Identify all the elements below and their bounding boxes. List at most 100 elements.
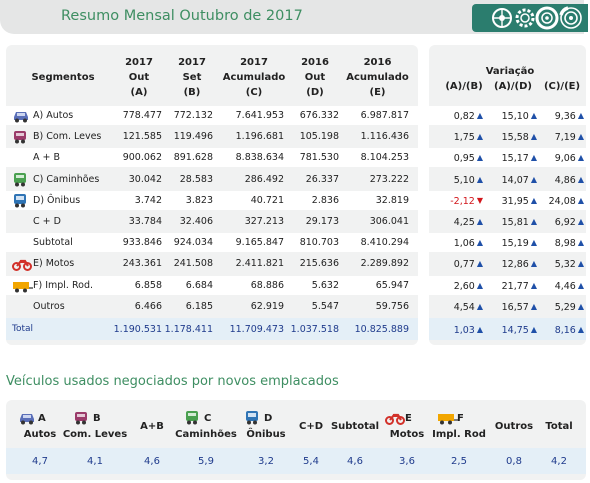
arrow-up-icon: ▲ bbox=[577, 217, 584, 226]
row-stripe bbox=[6, 191, 418, 210]
value-cell: 2.836 bbox=[311, 195, 339, 206]
gear-icon bbox=[515, 8, 535, 28]
variation-value: 4,86 bbox=[554, 175, 576, 186]
used-column-name: Subtotal bbox=[330, 421, 380, 432]
used-column-name: C+D bbox=[298, 421, 324, 432]
row-label: F) Impl. Rod. bbox=[33, 280, 93, 291]
value-cell: 243.361 bbox=[122, 258, 162, 269]
wheel-icon bbox=[492, 8, 512, 28]
variation-cell: 15,19 ▲ bbox=[477, 233, 537, 252]
value-cell: 8.104.253 bbox=[360, 152, 409, 163]
variation-header: Variação bbox=[485, 66, 535, 77]
column-header: 2016 Acumulado (E) bbox=[344, 55, 411, 100]
used-value-cell: 4,7 bbox=[32, 456, 48, 467]
row-label: A) Autos bbox=[33, 110, 74, 121]
value-cell: 900.062 bbox=[122, 152, 162, 163]
variation-column-header: (A)/(D) bbox=[494, 81, 532, 92]
column-header-line: 2017 bbox=[178, 57, 206, 68]
value-cell: 891.628 bbox=[173, 152, 213, 163]
value-cell: 8.838.634 bbox=[235, 152, 284, 163]
arrow-up-icon: ▲ bbox=[530, 302, 537, 311]
variation-value: 21,77 bbox=[501, 281, 529, 292]
value-cell: 7.641.953 bbox=[235, 110, 284, 121]
used-column-letter: F bbox=[457, 413, 464, 424]
variation-cell: 31,95 ▲ bbox=[477, 191, 537, 210]
variation-cell: 4,54 ▲ bbox=[423, 297, 483, 316]
used-column-name: Impl. Rod bbox=[432, 429, 486, 440]
row-stripe bbox=[429, 106, 586, 125]
arrow-up-icon: ▲ bbox=[577, 302, 584, 311]
total-value-cell: 10.825.889 bbox=[354, 324, 409, 335]
used-column-letter: E bbox=[405, 413, 412, 424]
column-header-line: (D) bbox=[306, 87, 324, 98]
total-label: Total bbox=[12, 324, 34, 334]
car-icon bbox=[12, 108, 30, 127]
value-cell: 1.116.436 bbox=[360, 131, 409, 142]
variation-value: 8,98 bbox=[554, 238, 576, 249]
row-stripe bbox=[429, 148, 586, 167]
trailer-icon bbox=[12, 278, 34, 297]
variation-value: 4,25 bbox=[453, 217, 475, 228]
variation-cell: 5,29 ▲ bbox=[524, 297, 584, 316]
used-value-cell: 3,2 bbox=[258, 456, 274, 467]
variation-value: 1,75 bbox=[453, 132, 475, 143]
column-header-line: 2017 bbox=[125, 57, 153, 68]
value-cell: 68.886 bbox=[250, 280, 284, 291]
variation-cell: 2,60 ▲ bbox=[423, 276, 483, 295]
column-header-line: (B) bbox=[183, 87, 201, 98]
variation-value: 15,58 bbox=[501, 132, 529, 143]
row-label: Subtotal bbox=[33, 237, 73, 248]
arrow-up-icon: ▲ bbox=[476, 281, 483, 290]
value-cell: 273.222 bbox=[369, 174, 409, 185]
variation-cell: 0,77 ▲ bbox=[423, 254, 483, 273]
value-cell: 105.198 bbox=[299, 131, 339, 142]
column-header: 2017 Acumulado (C) bbox=[222, 55, 286, 100]
column-header-line: 2016 bbox=[363, 57, 392, 68]
arrow-up-icon: ▲ bbox=[476, 217, 483, 226]
value-cell: 781.530 bbox=[299, 152, 339, 163]
variation-value: 5,29 bbox=[554, 302, 576, 313]
variation-value: 31,95 bbox=[501, 196, 529, 207]
used-column-letter: B bbox=[93, 413, 101, 424]
variation-cell: -2,12 ▼ bbox=[423, 191, 483, 210]
used-column-name: Ônibus bbox=[246, 429, 286, 440]
van-icon bbox=[73, 410, 89, 429]
variation-cell: 21,77 ▲ bbox=[477, 276, 537, 295]
row-label: Outros bbox=[33, 301, 65, 312]
variation-value: 15,10 bbox=[501, 111, 529, 122]
row-label: E) Motos bbox=[33, 258, 75, 269]
variation-cell: 9,06 ▲ bbox=[524, 148, 584, 167]
variation-cell: 16,57 ▲ bbox=[477, 297, 537, 316]
arrow-down-icon: ▼ bbox=[476, 196, 483, 205]
variation-cell: 8,98 ▲ bbox=[524, 233, 584, 252]
value-cell: 40.721 bbox=[250, 195, 284, 206]
value-cell: 8.410.294 bbox=[360, 237, 409, 248]
used-value-cell: 4,2 bbox=[551, 456, 567, 467]
value-cell: 65.947 bbox=[375, 280, 409, 291]
value-cell: 119.496 bbox=[173, 131, 213, 142]
used-value-cell: 4,6 bbox=[144, 456, 160, 467]
tire-icon bbox=[535, 6, 559, 30]
value-cell: 6.858 bbox=[134, 280, 162, 291]
car-icon bbox=[18, 410, 36, 429]
column-header-line: 2016 bbox=[301, 57, 329, 68]
motorcycle-icon bbox=[385, 410, 405, 429]
variation-value: 15,17 bbox=[501, 153, 529, 164]
variation-cell: 24,08 ▲ bbox=[524, 191, 584, 210]
arrow-up-icon: ▲ bbox=[476, 132, 483, 141]
value-cell: 32.819 bbox=[375, 195, 409, 206]
column-header-line: (A) bbox=[130, 87, 148, 98]
variation-cell: 4,86 ▲ bbox=[524, 170, 584, 189]
segments-header: Segmentos bbox=[31, 72, 95, 83]
value-cell: 6.987.817 bbox=[360, 110, 409, 121]
used-column-name: Outros bbox=[494, 421, 534, 432]
variation-value: 1,06 bbox=[453, 238, 475, 249]
bus-icon bbox=[12, 193, 28, 212]
value-cell: 5.632 bbox=[311, 280, 339, 291]
van-icon bbox=[12, 129, 28, 148]
arrow-up-icon: ▲ bbox=[577, 196, 584, 205]
value-cell: 327.213 bbox=[244, 216, 284, 227]
variation-cell: 9,36 ▲ bbox=[524, 106, 584, 125]
value-cell: 5.547 bbox=[311, 301, 339, 312]
column-header: 2017 Set (B) bbox=[169, 55, 215, 100]
